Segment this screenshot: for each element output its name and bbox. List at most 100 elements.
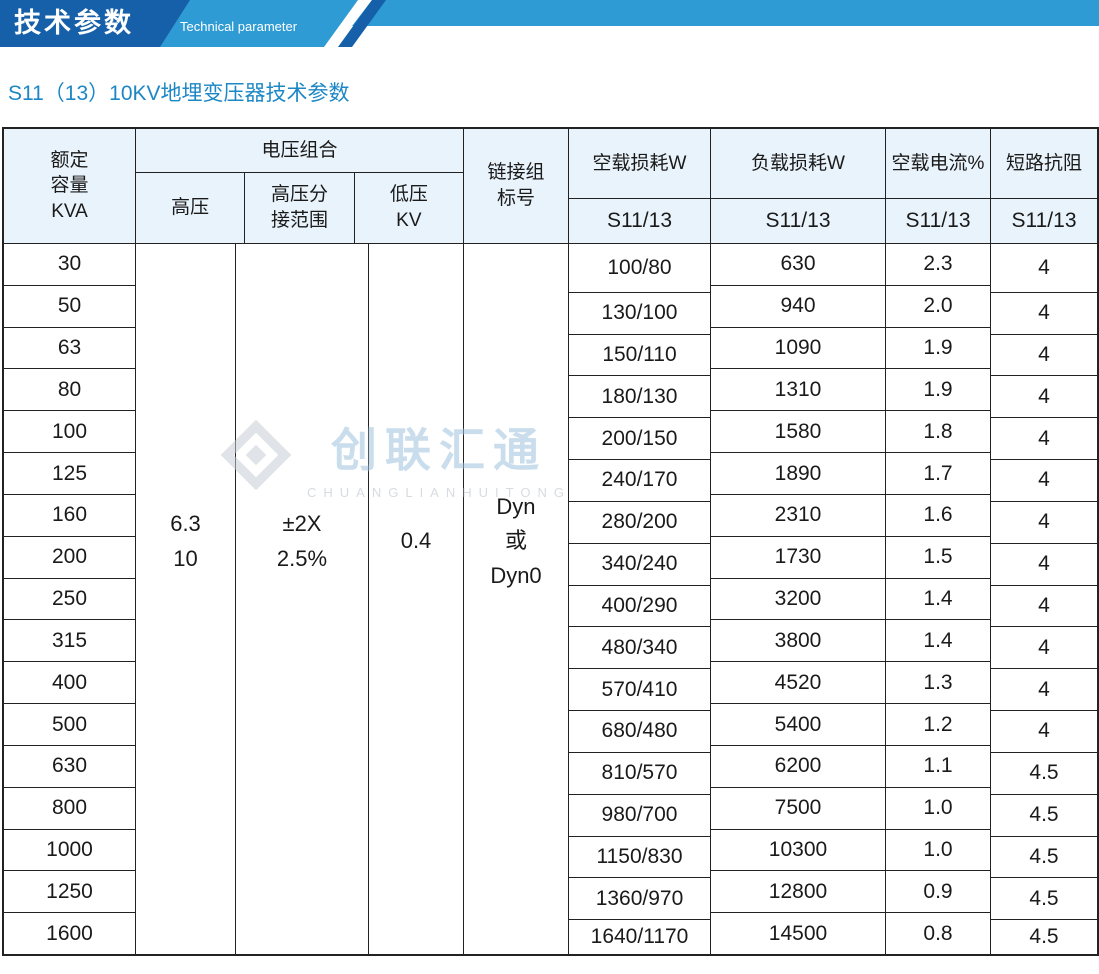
impedance-cell: 4.5 bbox=[1029, 925, 1059, 949]
low-voltage-value: 0.4 bbox=[369, 244, 464, 954]
capacity-cell: 1250 bbox=[4, 871, 136, 914]
banner-title: 技术参数 bbox=[14, 8, 134, 38]
load-loss-cell: 940 bbox=[711, 285, 886, 328]
banner-strip-decoration bbox=[352, 0, 1099, 26]
impedance-cell: 4 bbox=[991, 335, 1097, 377]
no-load-loss-cell: 240/170 bbox=[569, 460, 711, 502]
capacity-cell: 125 bbox=[4, 453, 136, 495]
capacity-cell: 500 bbox=[4, 704, 136, 746]
column-hv-tap-range: ±2X 2.5% bbox=[236, 244, 369, 954]
column-vector-group: Dyn 或 Dyn0 bbox=[464, 244, 569, 954]
column-no-load-loss: 100/80 130/100 150/110 180/130 200/150 240/17… bbox=[569, 244, 711, 955]
no-load-loss-cell: 980/700 bbox=[569, 794, 711, 837]
no-load-current-cell: 1.8 bbox=[886, 411, 991, 454]
impedance-cell: 4.5 bbox=[991, 795, 1097, 837]
capacity-cell: 315 bbox=[4, 620, 136, 663]
no-load-current-cell: 1.7 bbox=[886, 453, 991, 495]
header-voltage-combination: 电压组合 bbox=[136, 129, 464, 173]
impedance-cell: 4 bbox=[991, 627, 1097, 670]
no-load-current-cell: 1.0 bbox=[886, 829, 991, 872]
impedance-cell: 4 bbox=[991, 460, 1097, 502]
column-high-voltage: 6.3 10 bbox=[136, 244, 236, 954]
no-load-loss-cell: 680/480 bbox=[569, 711, 711, 753]
load-loss-cell: 2310 bbox=[711, 494, 886, 537]
hv-tap-range-value: ±2X 2.5% bbox=[236, 244, 369, 954]
no-load-loss-cell: 480/340 bbox=[569, 627, 711, 670]
header-no-load-current-group: 空载电流% S11/13 bbox=[886, 129, 991, 244]
banner-subtitle: Technical parameter bbox=[180, 19, 298, 34]
header-model-no-load-current: S11/13 bbox=[886, 199, 991, 244]
no-load-loss-cell: 340/240 bbox=[569, 543, 711, 586]
no-load-loss-cell: 810/570 bbox=[569, 752, 711, 795]
impedance-cell: 4 bbox=[991, 376, 1097, 419]
no-load-current-cell: 1.2 bbox=[886, 704, 991, 746]
load-loss-cell: 1090 bbox=[711, 327, 886, 370]
column-load-loss: 630 940 1090 1310 1580 1890 2310 1730 3200 3800 45… bbox=[711, 244, 886, 955]
column-impedance: 4 4 4 4 4 4 4 4 4 4 4 4 4.5 4.5 4.5 4.5 4.5 bbox=[991, 244, 1097, 954]
capacity-cell: 50 bbox=[4, 285, 136, 328]
header-high-voltage: 高压 bbox=[136, 173, 246, 244]
no-load-current-cell: 2.0 bbox=[886, 285, 991, 328]
no-load-current-cell: 1.3 bbox=[886, 662, 991, 705]
column-low-voltage: 0.4 bbox=[369, 244, 464, 954]
capacity-cell: 160 bbox=[4, 494, 136, 537]
load-loss-cell: 1730 bbox=[711, 536, 886, 579]
impedance-cell: 4 bbox=[991, 711, 1097, 753]
table-body: 30 50 63 80 100 125 160 200 250 315 400 500 630 800 10… bbox=[4, 244, 1097, 955]
no-load-loss-cell: 130/100 bbox=[569, 292, 711, 335]
header-load-loss-group: 负载损耗W S11/13 bbox=[711, 129, 886, 244]
no-load-current-cell: 1.0 bbox=[886, 787, 991, 830]
load-loss-cell: 14500 bbox=[711, 913, 886, 955]
load-loss-cell: 12800 bbox=[711, 871, 886, 914]
header-voltage-subrow: 高压 高压分 接范围 低压 KV bbox=[136, 173, 464, 244]
capacity-cell: 100 bbox=[4, 411, 136, 454]
header-low-voltage: 低压 KV bbox=[354, 173, 464, 244]
capacity-cell: 63 bbox=[4, 327, 136, 370]
impedance-cell: 4.5 bbox=[991, 878, 1097, 921]
header-vector-group: 链接组 标号 bbox=[464, 129, 569, 244]
header-short-circuit-impedance: 短路抗阻 bbox=[991, 129, 1097, 199]
load-loss-cell: 3800 bbox=[711, 620, 886, 663]
load-loss-cell: 5400 bbox=[711, 704, 886, 746]
capacity-cell: 630 bbox=[4, 745, 136, 788]
load-loss-cell: 10300 bbox=[711, 829, 886, 872]
header-no-load-loss: 空载损耗W bbox=[569, 129, 711, 199]
no-load-loss-cell: 200/150 bbox=[569, 418, 711, 461]
parameter-table: 创联汇通 CHUANGLIANHUITONG 额定 容量 KVA 电压组合 高压… bbox=[2, 127, 1099, 956]
impedance-cell: 4 bbox=[991, 293, 1097, 335]
impedance-cell: 4 bbox=[991, 669, 1097, 712]
no-load-loss-cell: 150/110 bbox=[569, 334, 711, 377]
load-loss-cell: 7500 bbox=[711, 787, 886, 830]
capacity-cell: 400 bbox=[4, 662, 136, 705]
header-no-load-loss-group: 空载损耗W S11/13 bbox=[569, 129, 711, 244]
load-loss-cell: 3200 bbox=[711, 578, 886, 621]
header-no-load-current: 空载电流% bbox=[886, 129, 991, 199]
no-load-loss-cell: 100/80 bbox=[569, 244, 711, 293]
no-load-current-cell: 1.1 bbox=[886, 745, 991, 788]
impedance-cell: 4 bbox=[991, 244, 1097, 293]
no-load-current-cell: 1.9 bbox=[886, 369, 991, 412]
no-load-loss-cell: 570/410 bbox=[569, 669, 711, 712]
no-load-loss-cell: 1360/970 bbox=[569, 878, 711, 921]
impedance-cell: 4 bbox=[991, 502, 1097, 544]
header-impedance-group: 短路抗阻 S11/13 bbox=[991, 129, 1097, 244]
no-load-current-cell: 1.5 bbox=[886, 536, 991, 579]
impedance-cell: 4 bbox=[991, 544, 1097, 586]
header-voltage-group: 电压组合 高压 高压分 接范围 低压 KV bbox=[136, 129, 464, 244]
header-model-load-loss: S11/13 bbox=[711, 199, 886, 244]
no-load-loss-cell: 1150/830 bbox=[569, 836, 711, 879]
capacity-cell: 800 bbox=[4, 787, 136, 830]
impedance-cell: 4 bbox=[991, 586, 1097, 628]
capacity-cell: 200 bbox=[4, 536, 136, 579]
capacity-cell: 250 bbox=[4, 578, 136, 621]
header-hv-tap-range: 高压分 接范围 bbox=[245, 173, 355, 244]
impedance-cell: 4.5 bbox=[991, 837, 1097, 879]
load-loss-cell: 630 bbox=[711, 244, 886, 286]
impedance-cell: 4.5 bbox=[991, 753, 1097, 795]
no-load-current-cell: 2.3 bbox=[886, 244, 991, 286]
no-load-current-cell: 1.9 bbox=[886, 327, 991, 370]
capacity-cell: 30 bbox=[4, 244, 136, 286]
no-load-current-cell: 0.9 bbox=[886, 871, 991, 914]
no-load-loss-cell: 1640/1170 bbox=[569, 920, 711, 955]
no-load-current-cell: 1.4 bbox=[886, 578, 991, 621]
